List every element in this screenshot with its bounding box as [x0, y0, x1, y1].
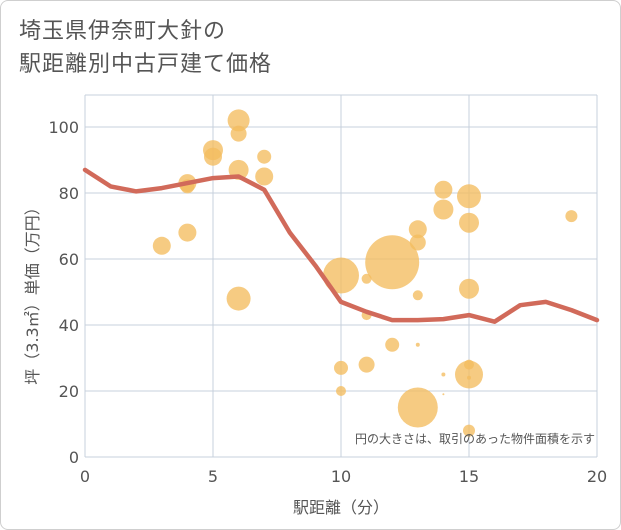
y-tick-label: 20: [59, 382, 79, 401]
data-point: [442, 393, 445, 396]
x-tick-label: 15: [459, 467, 479, 486]
data-point: [459, 212, 479, 233]
y-tick-label: 0: [69, 448, 79, 467]
data-point: [255, 167, 274, 186]
data-point: [409, 234, 426, 251]
data-point: [385, 337, 400, 352]
data-point: [463, 424, 475, 437]
data-point: [397, 387, 438, 428]
size-annotation: 円の大きさは、取引のあった物件面積を示す: [355, 431, 595, 446]
data-point: [565, 210, 578, 223]
data-point: [152, 236, 171, 255]
x-axis-title: 駅距離（分）: [293, 498, 389, 517]
data-point: [412, 290, 423, 301]
data-point: [334, 360, 348, 375]
y-tick-label: 100: [48, 118, 79, 137]
data-point: [336, 386, 346, 396]
data-point: [433, 199, 454, 220]
data-point: [467, 375, 471, 380]
data-point: [434, 180, 453, 199]
data-point: [457, 184, 481, 209]
y-tick-label: 80: [59, 184, 79, 203]
x-tick-labels: 0 5 10 15 20: [80, 467, 607, 486]
data-point: [459, 278, 479, 299]
x-tick-label: 0: [80, 467, 90, 486]
chart-title-line-2: 駅距離別中古戸建て価格: [19, 52, 273, 77]
trend-line-group: [82, 167, 600, 324]
data-point: [408, 220, 427, 239]
data-point: [257, 149, 272, 164]
y-axis-title: 坪（3.3㎡）単価（万円）: [23, 199, 42, 384]
data-point: [365, 235, 420, 290]
y-tick-label: 40: [59, 316, 79, 335]
data-point: [361, 273, 372, 284]
chart-title-line-1: 埼玉県伊奈町大針の: [19, 19, 227, 44]
chart-title: 埼玉県伊奈町大針の 駅距離別中古戸建て価格: [19, 15, 272, 81]
data-point: [358, 356, 375, 373]
y-tick-label: 60: [59, 250, 79, 269]
x-tick-label: 5: [208, 467, 218, 486]
x-tick-label: 20: [587, 467, 607, 486]
y-tick-labels: 0 20 40 60 80 100: [48, 118, 79, 467]
data-point: [323, 257, 359, 294]
data-point: [204, 147, 222, 166]
data-point: [455, 360, 483, 389]
data-point: [441, 372, 446, 377]
data-point: [415, 342, 420, 347]
data-point: [226, 286, 251, 311]
x-tick-label: 10: [331, 467, 351, 486]
trend-line: [82, 167, 600, 324]
data-point: [230, 125, 247, 142]
data-point: [227, 109, 250, 132]
data-point: [178, 223, 197, 242]
